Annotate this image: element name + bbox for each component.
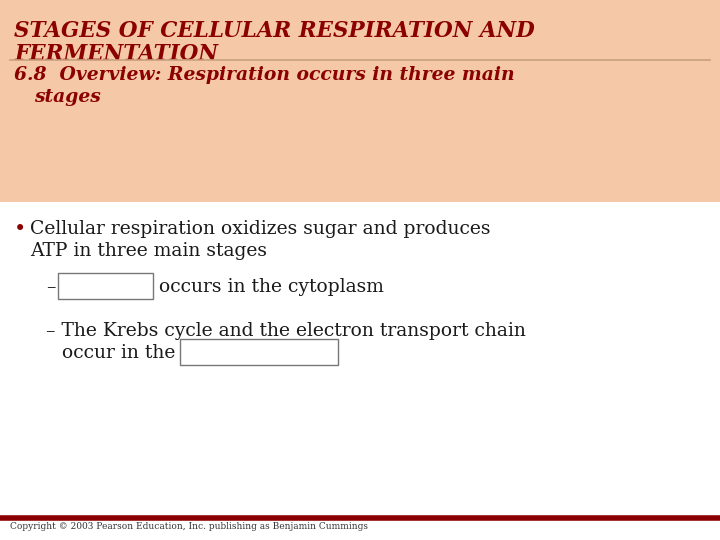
Text: ATP in three main stages: ATP in three main stages: [30, 242, 267, 260]
Text: – The Krebs cycle and the electron transport chain: – The Krebs cycle and the electron trans…: [46, 322, 526, 340]
Text: •: •: [14, 220, 26, 239]
FancyBboxPatch shape: [58, 273, 153, 299]
Text: stages: stages: [34, 88, 101, 106]
Bar: [0, 202, 720, 540]
Text: STAGES OF CELLULAR RESPIRATION AND: STAGES OF CELLULAR RESPIRATION AND: [14, 20, 535, 42]
Text: occurs in the cytoplasm: occurs in the cytoplasm: [159, 278, 384, 296]
FancyBboxPatch shape: [180, 339, 338, 365]
Text: Copyright © 2003 Pearson Education, Inc. publishing as Benjamin Cummings: Copyright © 2003 Pearson Education, Inc.…: [10, 522, 368, 531]
Text: Cellular respiration oxidizes sugar and produces: Cellular respiration oxidizes sugar and …: [30, 220, 490, 238]
Text: occur in the: occur in the: [62, 344, 176, 362]
Text: FERMENTATION: FERMENTATION: [14, 43, 218, 65]
Text: –: –: [46, 278, 55, 296]
Text: 6.8  Overview: Respiration occurs in three main: 6.8 Overview: Respiration occurs in thre…: [14, 66, 515, 84]
Bar: [0, 0, 720, 202]
